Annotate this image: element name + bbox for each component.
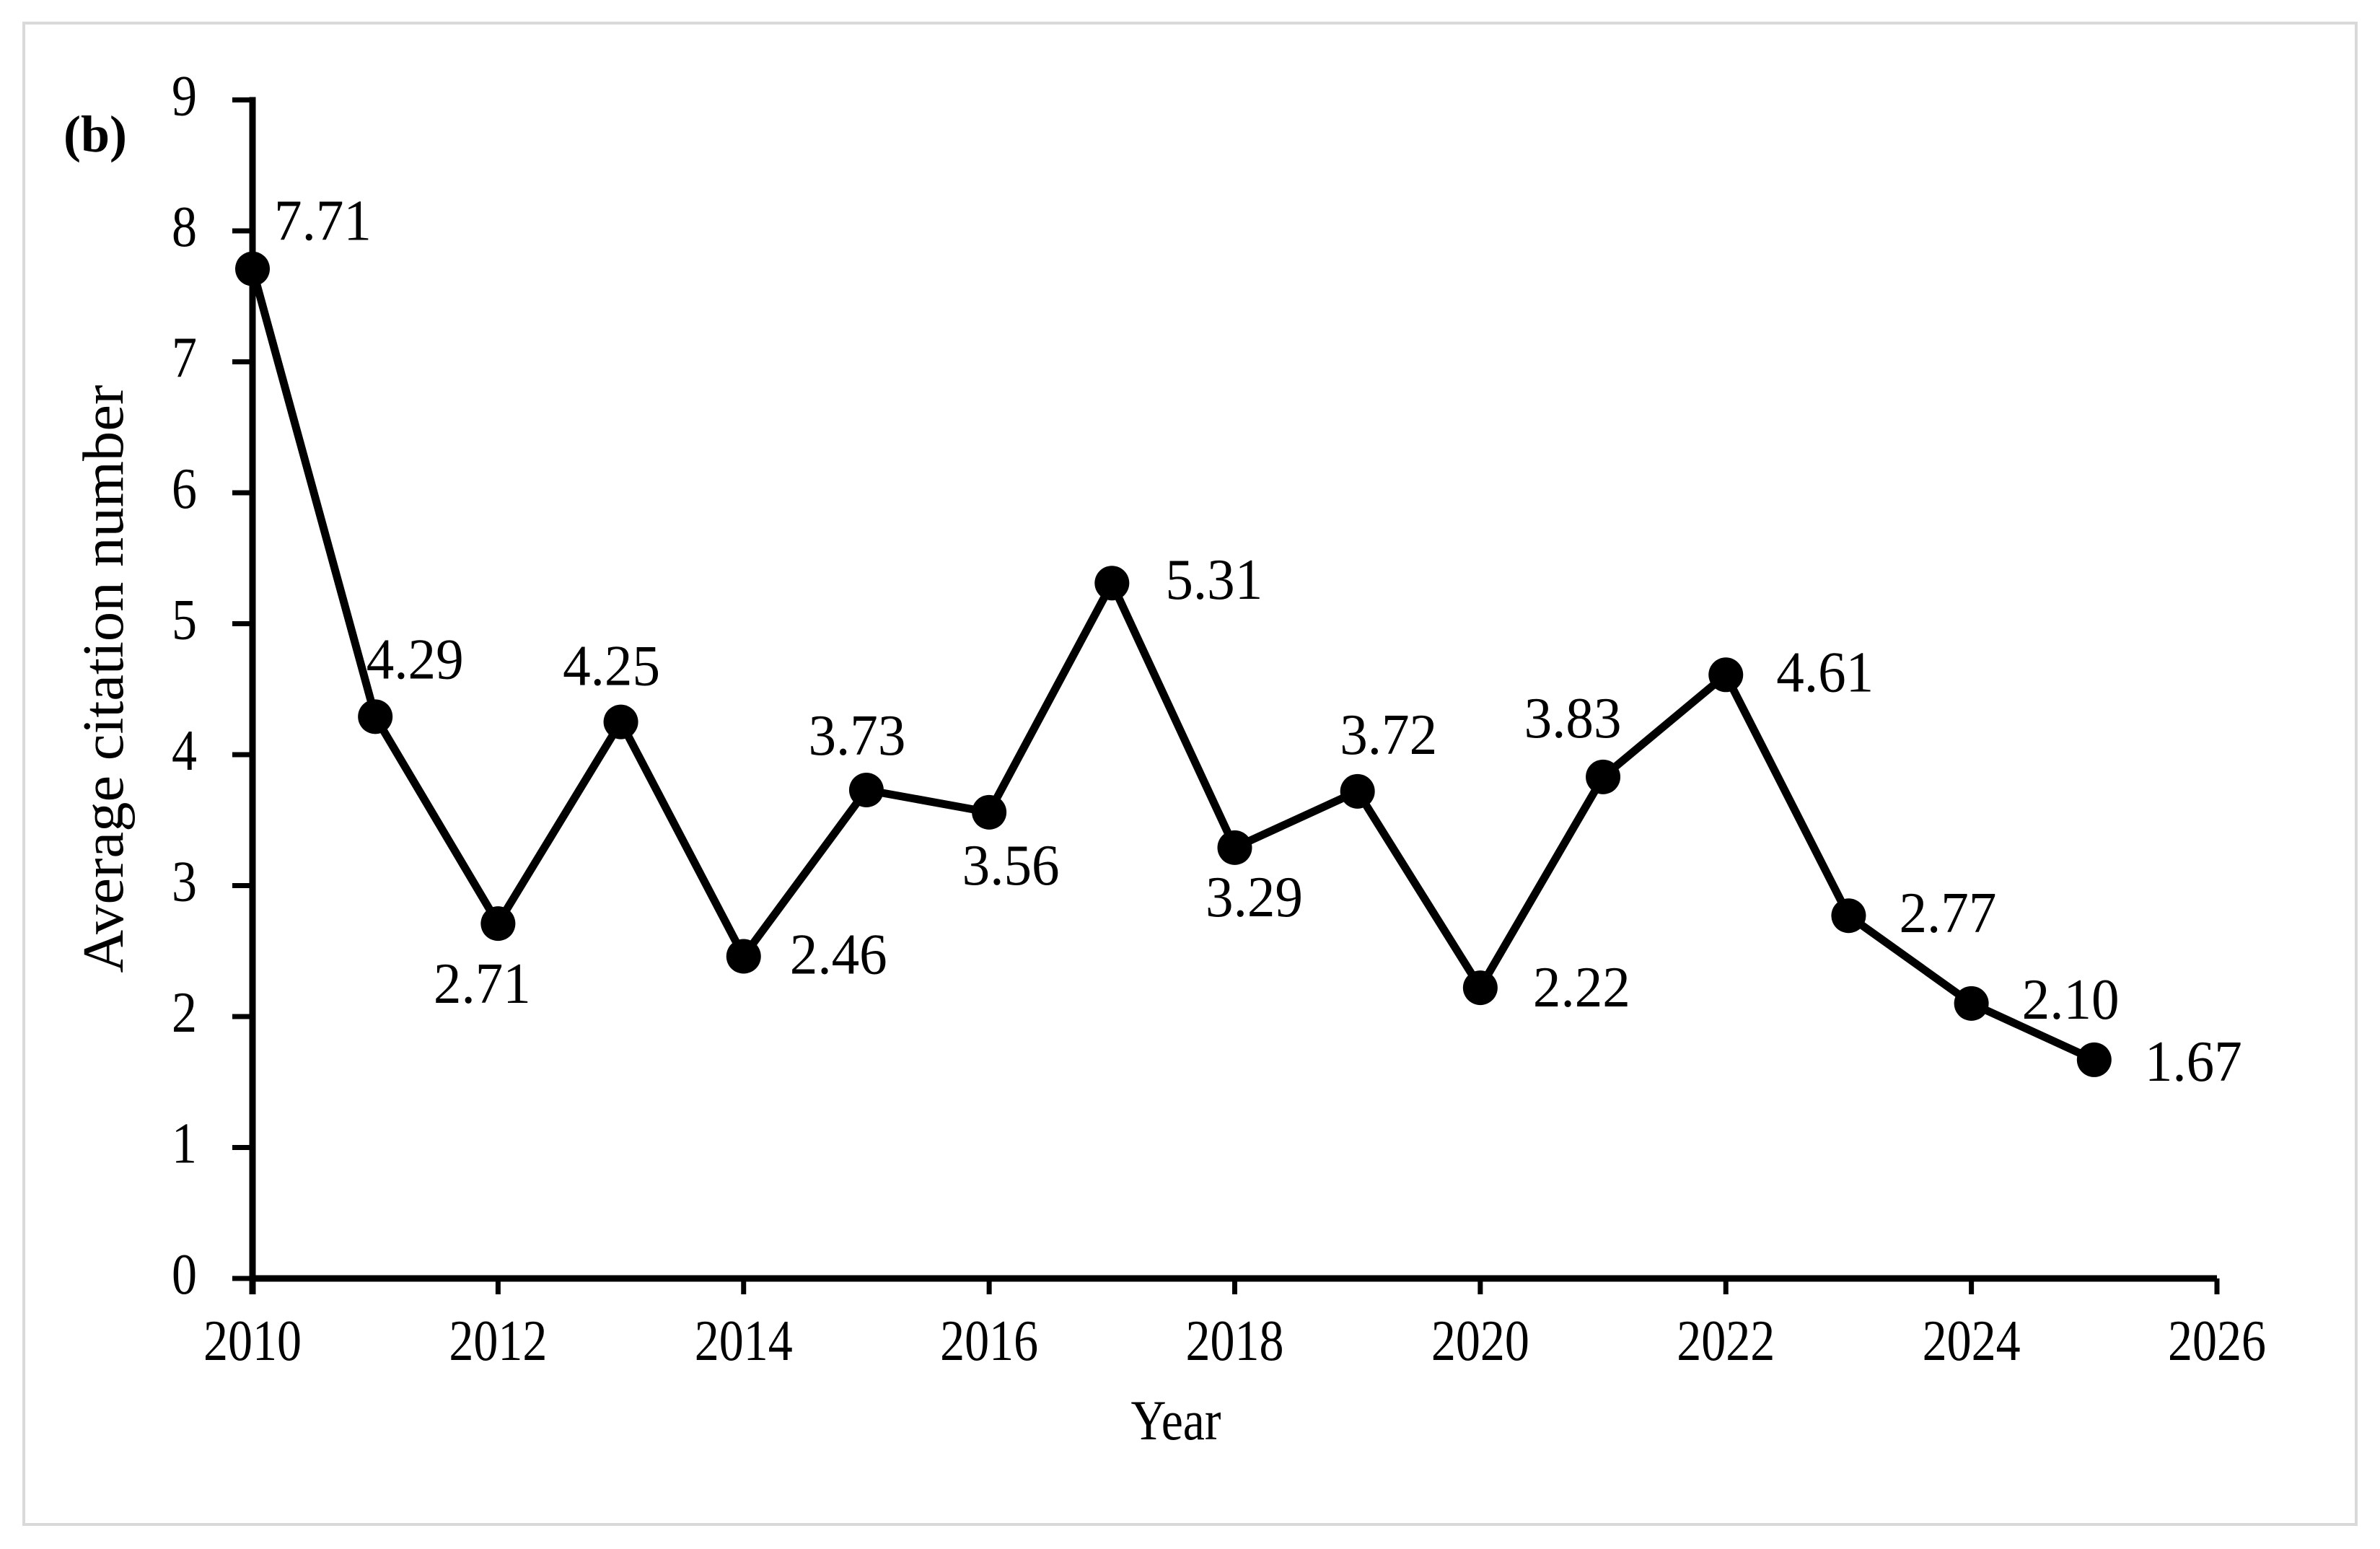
y-axis-tick-label: 7 bbox=[172, 327, 197, 390]
data-point-marker bbox=[1462, 970, 1498, 1006]
x-axis-tick-label: 2020 bbox=[1431, 1309, 1529, 1373]
data-point-label: 3.83 bbox=[1524, 687, 1622, 750]
data-point-label: 4.61 bbox=[1776, 641, 1874, 704]
data-point-marker bbox=[972, 794, 1007, 830]
data-point-marker bbox=[480, 906, 516, 942]
data-point-label: 4.29 bbox=[366, 628, 464, 691]
data-point-marker bbox=[358, 699, 393, 734]
data-point-marker bbox=[1340, 773, 1375, 809]
data-series: 7.71 4.29 2.71 4.25 2.46 3.73 3.56 5.31 3.29 3.72… bbox=[235, 190, 2242, 1094]
y-axis-tick-label: 4 bbox=[172, 719, 197, 783]
data-point-label: 2.22 bbox=[1533, 956, 1630, 1019]
data-point-label: 2.71 bbox=[434, 952, 531, 1016]
data-point-marker bbox=[1094, 566, 1130, 601]
data-point-label: 7.71 bbox=[274, 190, 372, 253]
data-point-label: 3.73 bbox=[808, 704, 905, 768]
data-point-label: 1.67 bbox=[2145, 1030, 2242, 1094]
figure-border bbox=[22, 22, 2358, 1526]
x-axis-tick-label: 2012 bbox=[449, 1309, 547, 1373]
data-point-label: 2.10 bbox=[2022, 968, 2120, 1032]
data-point-marker bbox=[603, 704, 638, 740]
data-point-label: 3.56 bbox=[962, 834, 1060, 898]
y-axis-tick-label: 8 bbox=[172, 196, 197, 259]
x-axis-tick-label: 2014 bbox=[695, 1309, 793, 1373]
data-point-marker bbox=[726, 939, 761, 974]
data-point-label: 4.25 bbox=[563, 635, 660, 698]
data-point-marker bbox=[1217, 830, 1252, 865]
data-point-label: 3.29 bbox=[1206, 866, 1303, 929]
data-point-label: 2.46 bbox=[790, 923, 887, 987]
x-axis-tick-label: 2026 bbox=[2168, 1309, 2266, 1373]
panel-label: (b) bbox=[63, 105, 127, 163]
axes: 0 1 2 3 4 5 6 7 8 9 2010 2012 2014 2016 2018 2020 2022 20… bbox=[172, 65, 2266, 1374]
x-axis-tick-label: 2018 bbox=[1186, 1309, 1284, 1373]
data-point-marker bbox=[1586, 759, 1621, 794]
x-axis-tick-label: 2016 bbox=[940, 1309, 1038, 1373]
series-line bbox=[248, 265, 2099, 1064]
x-axis-tick-label: 2010 bbox=[203, 1309, 302, 1373]
x-axis-tick-label: 2022 bbox=[1677, 1309, 1775, 1373]
data-point-marker bbox=[848, 773, 884, 808]
y-axis-tick-label: 6 bbox=[172, 457, 197, 521]
y-axis-tick-label: 5 bbox=[172, 589, 197, 652]
data-point-marker bbox=[235, 251, 270, 286]
y-axis-tick-label: 1 bbox=[172, 1113, 197, 1176]
data-point-marker bbox=[2076, 1042, 2112, 1077]
data-point-marker bbox=[1708, 657, 1744, 693]
data-point-marker bbox=[1954, 986, 1989, 1021]
y-axis-tick-label: 2 bbox=[172, 981, 197, 1045]
y-axis-title: Average citation number bbox=[72, 385, 136, 973]
data-point-label: 5.31 bbox=[1165, 548, 1263, 612]
y-axis-tick-label: 3 bbox=[172, 851, 197, 914]
data-point-label: 2.77 bbox=[1899, 882, 1996, 945]
data-point-label: 3.72 bbox=[1340, 703, 1437, 767]
y-axis-tick-label: 0 bbox=[172, 1243, 197, 1307]
x-axis-tick-label: 2024 bbox=[1923, 1309, 2021, 1373]
data-point-marker bbox=[1831, 898, 1866, 934]
y-axis-tick-label: 9 bbox=[172, 65, 197, 128]
x-axis-title: Year bbox=[1131, 1389, 1221, 1452]
